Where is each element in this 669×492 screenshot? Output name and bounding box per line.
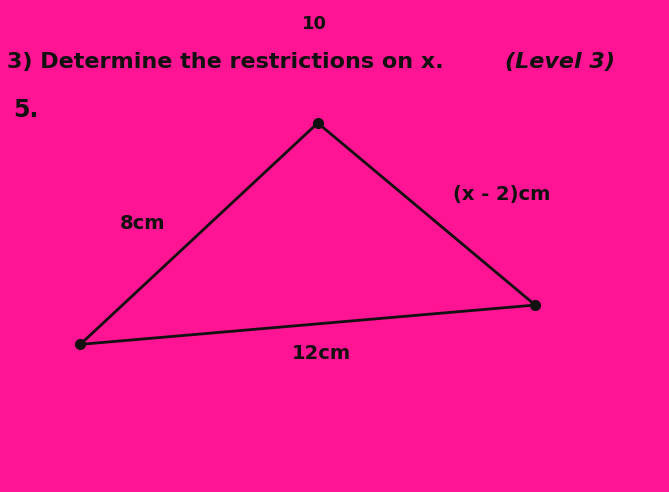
Text: 5.: 5. <box>13 98 39 123</box>
Text: (Level 3): (Level 3) <box>505 52 615 72</box>
Text: 3) Determine the restrictions on x.: 3) Determine the restrictions on x. <box>7 52 451 72</box>
Text: 10: 10 <box>302 15 327 33</box>
Text: 8cm: 8cm <box>120 215 166 233</box>
Text: (x - 2)cm: (x - 2)cm <box>454 185 551 204</box>
Text: 12cm: 12cm <box>292 344 351 364</box>
